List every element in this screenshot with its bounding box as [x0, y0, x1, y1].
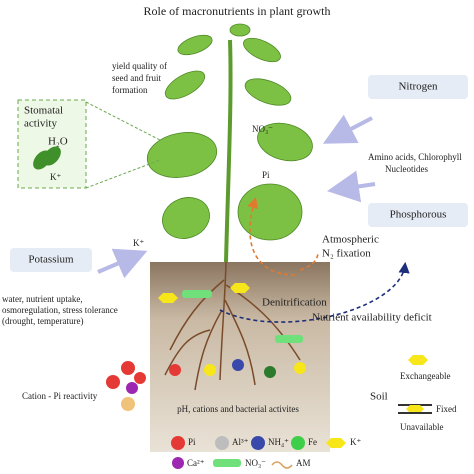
- label-box: [10, 248, 92, 272]
- box-title: Stomatal: [24, 105, 63, 117]
- legend-label: Pi: [188, 437, 196, 447]
- ion: K⁺: [50, 172, 61, 182]
- stomata-box: [17, 99, 87, 189]
- legend-label: K⁺: [350, 437, 361, 447]
- legend-label: Ca²⁺: [187, 458, 205, 468]
- legend: [171, 436, 346, 469]
- legend-label: Al³⁺: [232, 437, 249, 447]
- ion: NO₃⁻: [252, 124, 273, 134]
- roles: osmoregulation, stress tolerance: [2, 305, 118, 315]
- nutrient: Phosphorous: [390, 209, 447, 221]
- soil-factors: pH, cations and bacterial activites: [177, 404, 299, 414]
- cation-cluster: [106, 361, 146, 411]
- state: Fixed: [436, 404, 457, 414]
- label-box: [368, 203, 468, 227]
- roles: water, nutrient uptake,: [2, 294, 83, 304]
- ion: K⁺: [133, 238, 144, 248]
- nutrient: Potassium: [28, 254, 74, 266]
- process: Denitrification: [262, 297, 327, 309]
- soil-label: Soil: [370, 391, 388, 403]
- label-box: [368, 75, 468, 99]
- legend-label: NO₃⁻: [245, 458, 266, 468]
- legend-label: Fe: [308, 437, 317, 447]
- plant: [146, 23, 313, 263]
- ion: Pi: [262, 170, 270, 180]
- legend-label: AM: [296, 458, 311, 468]
- water: H₂O: [48, 136, 68, 148]
- legend-label: NH₄⁺: [268, 437, 289, 447]
- particles: [158, 283, 306, 378]
- title: Role of macronutrients in plant growth: [144, 4, 331, 18]
- nutrient: Nitrogen: [398, 81, 438, 93]
- process: Atmospheric: [322, 234, 379, 246]
- note: seed and fruit: [112, 73, 161, 83]
- box-title: activity: [24, 118, 57, 130]
- roles: Nucleotides: [385, 164, 428, 174]
- roles: (drought, temperature): [2, 316, 83, 326]
- process: Nutrient availability deficit: [312, 312, 432, 324]
- state: Exchangeable: [400, 371, 450, 381]
- state: Unavailable: [400, 422, 443, 432]
- icon: [408, 355, 428, 365]
- process: N₂ fixation: [322, 248, 371, 260]
- note: formation: [112, 85, 148, 95]
- roles: Amino acids, Chlorophyll: [368, 152, 462, 162]
- note: yield quality of: [112, 61, 167, 71]
- cation-pi: Cation - Pi reactivity: [22, 391, 98, 401]
